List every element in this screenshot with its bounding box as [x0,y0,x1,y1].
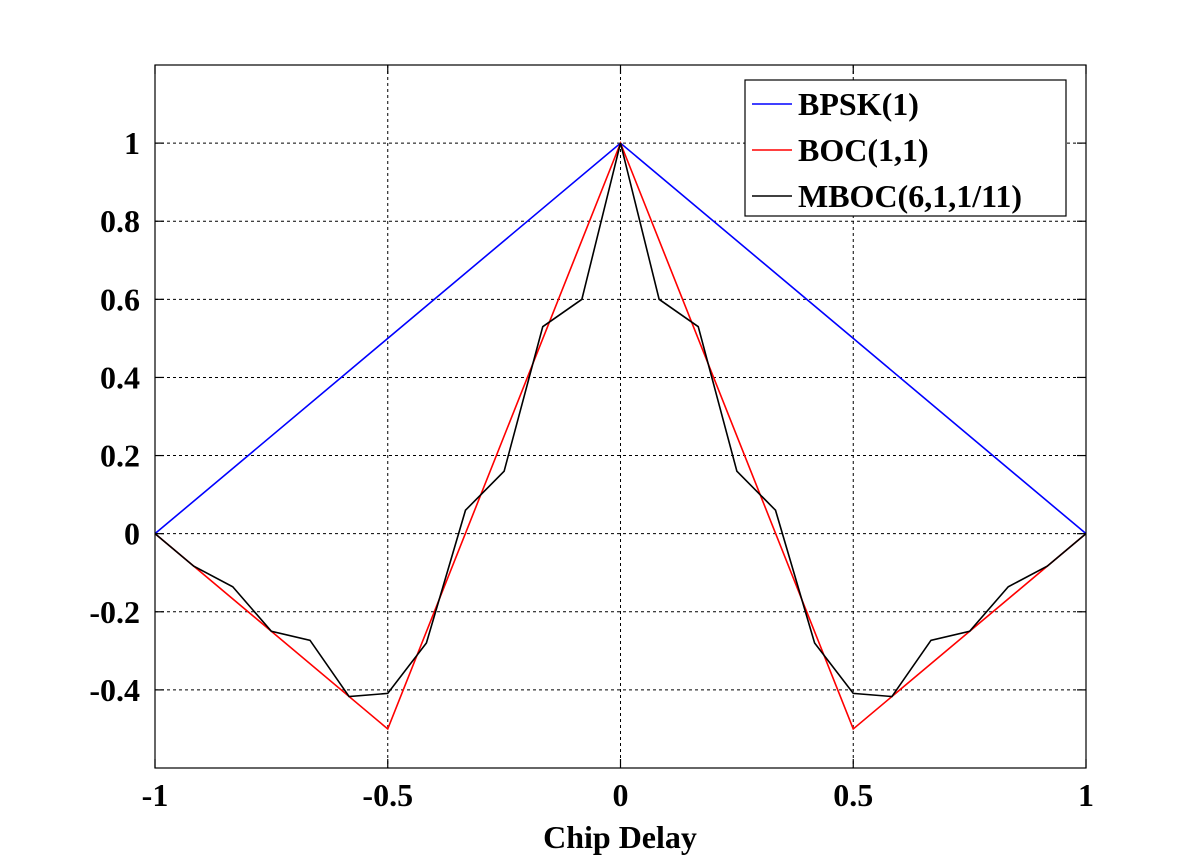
x-tick-label: -0.5 [362,777,413,813]
x-tick-label: 0 [613,777,629,813]
x-tick-label: 1 [1078,777,1094,813]
x-tick-label: 0.5 [833,777,873,813]
y-tick-labels: -0.4 -0.2 0 0.2 0.4 0.6 0.8 1 [89,125,140,708]
y-tick-label: 0.2 [100,438,140,474]
series-line-mboc-6-1-1-11 [154,142,1087,698]
legend-label: MBOC(6,1,1/11) [798,178,1022,214]
y-tick-label: -0.4 [89,672,140,708]
series-lines [154,140,1087,731]
y-tick-label: 0.4 [100,359,140,395]
x-tick-label: -1 [142,777,169,813]
legend: BPSK(1) BOC(1,1) MBOC(6,1,1/11) [744,79,1067,217]
y-tick-label: 0.8 [100,203,140,239]
y-tick-label: 1 [124,125,140,161]
y-tick-label: 0 [124,516,140,552]
y-tick-label: 0.6 [100,281,140,317]
legend-label: BOC(1,1) [798,132,929,168]
tick-marks [154,65,1087,768]
legend-box [744,79,1067,217]
legend-label: BPSK(1) [798,86,919,122]
y-tick-label: -0.2 [89,594,140,630]
x-tick-labels: -1 -0.5 0 0.5 1 [142,777,1094,813]
x-axis-title: Chip Delay [543,819,697,855]
